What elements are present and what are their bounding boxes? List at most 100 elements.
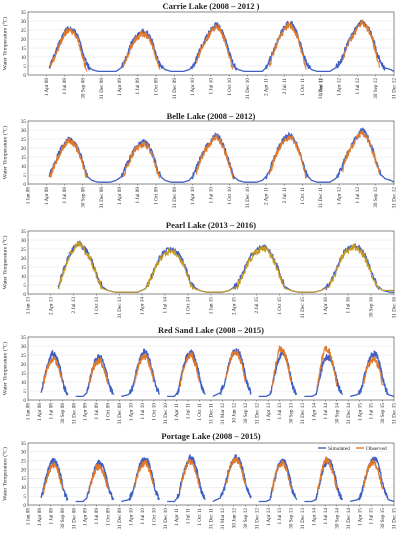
- chart-title: Belle Lake (2008 – 2012): [167, 111, 256, 121]
- x-tick-label: 1 Apr 15: [357, 403, 363, 422]
- x-tick-label: 1 Apr 14: [140, 297, 146, 316]
- y-tick-label: 30: [21, 128, 27, 134]
- x-tick-label: 30 Sep 13: [289, 403, 295, 424]
- x-tick-label: 1 Jul 14: [323, 508, 329, 525]
- x-tick-label: 31 Dec 13: [117, 297, 123, 319]
- x-tick-label: 1 Jul 11: [186, 508, 192, 525]
- x-tick-label: 30 Sep 12: [243, 403, 249, 424]
- x-tick-label: 1 Jul 16: [346, 297, 352, 314]
- x-tick-label: 1 Apr 08: [37, 508, 43, 527]
- x-tick-label: 31 Dec 15: [392, 508, 398, 530]
- y-tick-label: 35: [21, 441, 27, 447]
- x-tick-label: 1 Oct 09: [154, 187, 160, 205]
- plot-frame: [27, 230, 395, 295]
- x-tick-label: 2 Jul 11: [282, 78, 288, 95]
- series-line-simulated: [48, 19, 395, 73]
- chart-panel-pearl-lake-2013-2016: Pearl Lake (2013 – 2016) 0 5 10 15 20 25 30 35 Wa…: [2, 220, 398, 318]
- x-tick-label: 1 Jul 14: [323, 403, 329, 420]
- y-tick-label: 10: [21, 485, 27, 491]
- x-tick-label: 1 Apr 13: [266, 508, 272, 527]
- y-axis-label: Water Temperature (°C): [2, 125, 9, 179]
- x-tick-label: 31 Dec 12: [254, 403, 260, 425]
- x-tick-label: 2 Apr 11: [264, 78, 270, 96]
- x-tick-label: 1 Apr 16: [323, 297, 329, 316]
- series-line-simulated: [40, 454, 395, 503]
- x-tick-label: 1 Jan 12: [318, 78, 324, 96]
- chart-panel-red-sand-lake-2008-2015: Red Sand Lake (2008 – 2015) 0 5 10 15 20 25 30 3…: [2, 325, 398, 425]
- x-tick-label: 31 Dec 10: [245, 187, 251, 209]
- x-tick-label: 2 Apr 13: [48, 297, 54, 316]
- y-tick-label: 15: [21, 371, 27, 377]
- plot-frame: [27, 11, 395, 76]
- y-tick-label: 10: [21, 380, 27, 386]
- x-tick-label: 31 Dec 10: [163, 403, 169, 425]
- y-tick-label: 25: [21, 28, 27, 34]
- x-tick-label: 1 Jul 08: [48, 508, 54, 525]
- chart-panel-carrie-lake-2008-2012: Carrie Lake (2008 – 2012 ) 0 5 10 15 20 25 30 35…: [2, 1, 398, 99]
- x-tick-label: 31 Dec 14: [346, 508, 352, 530]
- x-tick-label: 30 Sep 14: [334, 403, 340, 424]
- x-tick-label: 2 Apr 15: [231, 297, 237, 316]
- x-tick-label: 1 Jul 09: [135, 78, 141, 95]
- x-tick-label: 30 Sep 08: [60, 508, 66, 529]
- x-tick-label: 1 Jul 10: [208, 78, 214, 95]
- y-tick-label: 35: [21, 10, 27, 16]
- x-tick-label: 31 Dec 09: [117, 403, 123, 425]
- x-tick-label: 30 Sep 13: [289, 508, 295, 529]
- y-tick-label: 5: [23, 64, 26, 70]
- plot-frame: [27, 120, 395, 185]
- x-tick-label: 30 Jun 12: [231, 508, 237, 529]
- x-tick-label: 1 Jul 14: [162, 297, 168, 314]
- y-tick-label: 0: [23, 292, 26, 298]
- x-tick-label: 1 Apr 10: [128, 508, 134, 527]
- x-tick-label: 1 Oct 14: [186, 297, 192, 315]
- x-tick-label: 31 Dec 12: [254, 508, 260, 530]
- x-tick-label: 1 Jan 13: [26, 297, 32, 315]
- x-tick-label: 1 Oct 13: [94, 297, 100, 315]
- plot-frame: [27, 442, 395, 506]
- y-tick-label: 20: [21, 256, 27, 262]
- x-tick-label: 31 Mar 12: [220, 508, 226, 530]
- x-tick-label: 1 Apr 10: [190, 187, 196, 206]
- y-tick-label: 10: [21, 274, 27, 280]
- series-line-observed: [49, 130, 381, 180]
- x-tick-label: 31 Dec 15: [392, 403, 398, 425]
- x-tick-label: 30 Sep 15: [380, 403, 386, 424]
- x-tick-label: 1 Apr 09: [117, 187, 123, 206]
- y-axis-label: Water Temperature (°C): [2, 16, 9, 70]
- x-tick-label: 1 Apr 09: [117, 78, 123, 97]
- x-tick-label: 1 Apr 14: [312, 403, 318, 422]
- x-tick-label: 1 Apr 13: [266, 403, 272, 422]
- x-tick-label: 1 Jul 12: [355, 187, 361, 204]
- x-tick-label: 31 Dec 10: [163, 508, 169, 530]
- x-tick-label: 30 Jun 12: [231, 403, 237, 424]
- series-line-observed: [42, 456, 383, 496]
- x-tick-label: 1 Jul 13: [277, 508, 283, 525]
- x-tick-label: 1 Jul 10: [140, 403, 146, 420]
- x-tick-label: 31 Dec 09: [172, 187, 178, 209]
- x-tick-label: 1 Jul 08: [48, 403, 54, 420]
- x-tick-label: 1 Apr 11: [174, 403, 180, 421]
- x-tick-label: 1 Apr 12: [337, 187, 343, 206]
- y-axis-label: Water Temperature (°C): [2, 235, 9, 289]
- series-line-observed: [42, 345, 384, 389]
- series-line-simulated: [40, 348, 395, 398]
- y-tick-label: 30: [21, 238, 27, 244]
- y-tick-label: 35: [21, 229, 27, 235]
- y-axis-label: Water Temperature (°C): [2, 341, 9, 395]
- y-tick-label: 15: [21, 265, 27, 271]
- x-tick-label: 30 Sep 12: [373, 187, 379, 208]
- x-tick-label: 1 Jul 10: [208, 187, 214, 204]
- x-tick-label: 1 Oct 10: [151, 508, 157, 526]
- x-tick-label: 1 Jul 09: [94, 508, 100, 525]
- y-tick-label: 20: [21, 37, 27, 43]
- x-tick-label: 1 Oct 15: [277, 297, 283, 315]
- y-tick-label: 0: [23, 182, 26, 188]
- legend-label-observed: Observed: [366, 446, 387, 452]
- x-tick-label: 30 Sep 16: [369, 297, 375, 318]
- x-tick-label: 2 Apr 11: [264, 187, 270, 205]
- x-tick-label: 31 Mar 12: [220, 403, 226, 425]
- x-tick-label: 1 Jan 08: [26, 508, 32, 526]
- y-tick-label: 35: [21, 335, 27, 341]
- y-tick-label: 25: [21, 247, 27, 253]
